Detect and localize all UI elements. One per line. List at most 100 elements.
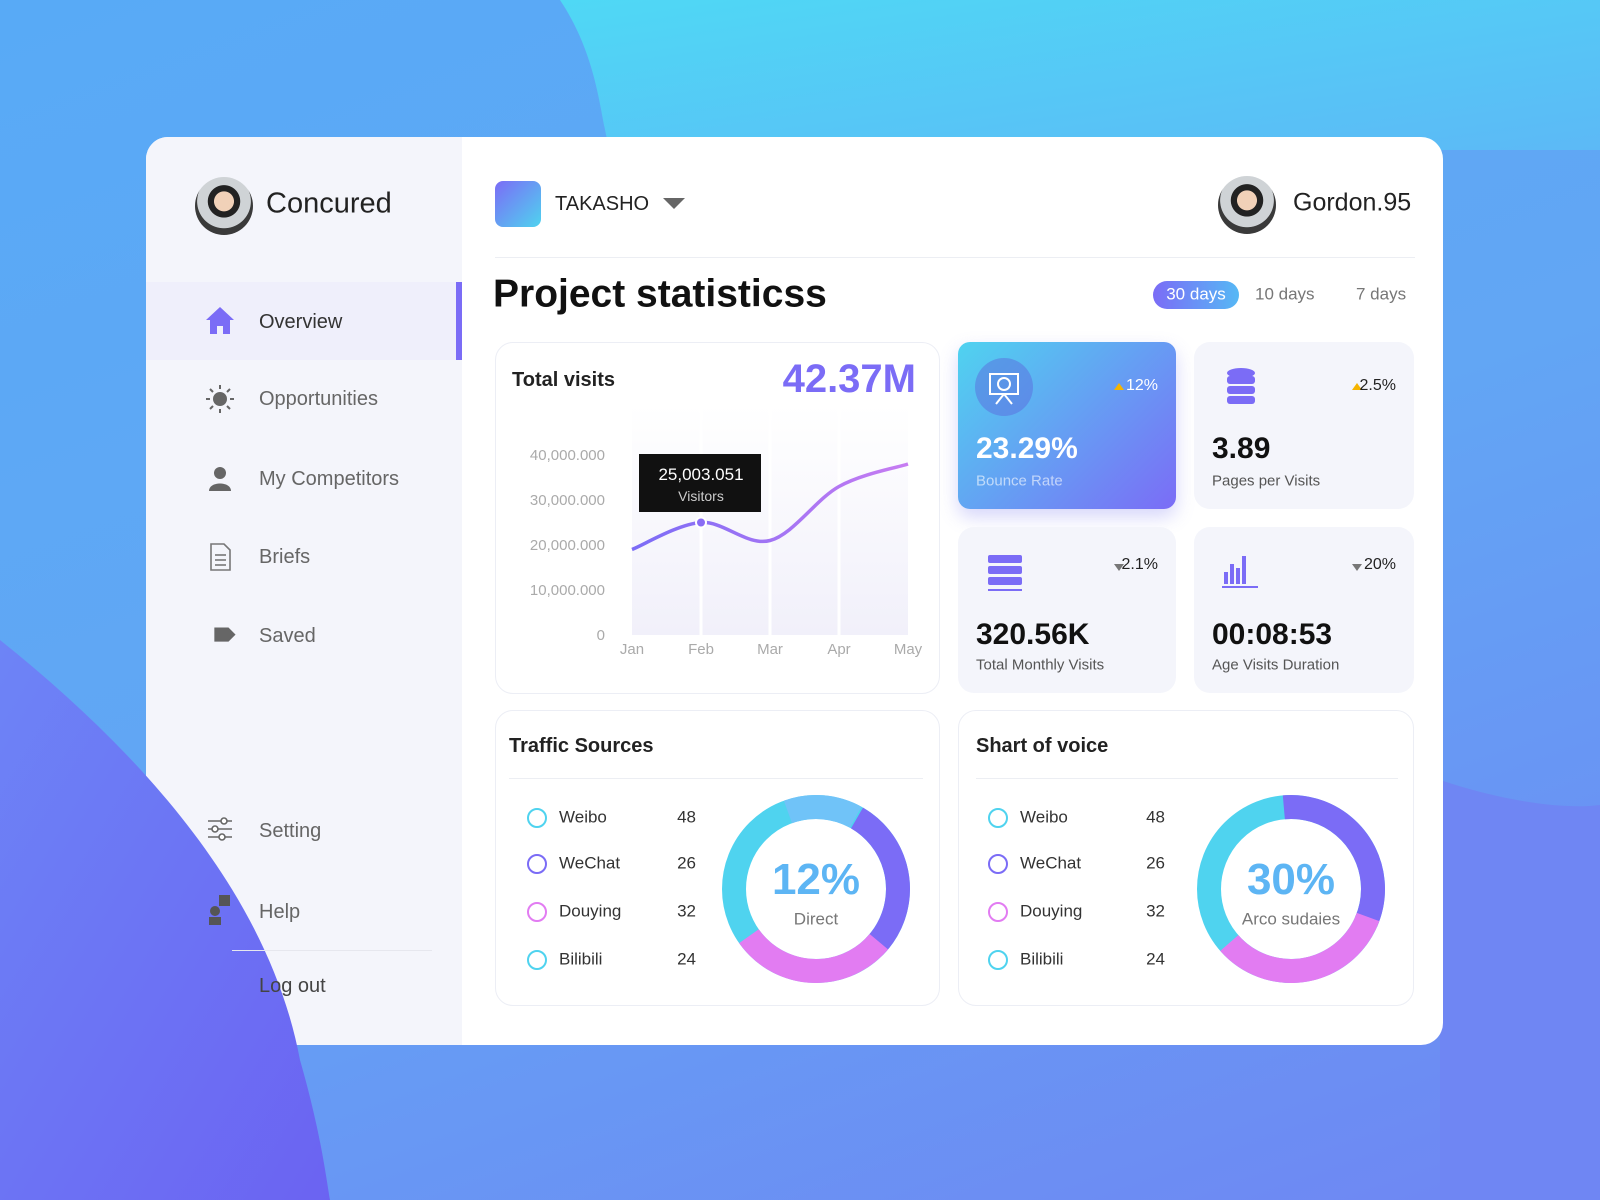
stat-card: [958, 342, 1176, 509]
dropdown-arrow[interactable]: [663, 198, 685, 209]
card-title: Shart of voice: [976, 735, 1109, 757]
tab-active[interactable]: [1153, 281, 1239, 309]
y-tick-label: 30,000.000: [530, 492, 605, 509]
legend-ring: [527, 854, 547, 874]
stat-card: [1194, 527, 1414, 693]
source-name: Weibo: [1020, 807, 1068, 827]
nav-item[interactable]: Overview: [259, 311, 343, 333]
project-logo: [495, 181, 541, 227]
tooltip-value: 25,003.051: [658, 465, 743, 484]
trend-arrow: [1352, 383, 1362, 390]
trend-arrow: [1352, 564, 1362, 571]
source-count: 26: [677, 853, 696, 873]
source-name: Douying: [559, 901, 622, 921]
range-tab[interactable]: 7 days: [1356, 284, 1407, 304]
line-series: [631, 462, 909, 552]
active-row: [146, 282, 462, 360]
source-name: Bilibili: [559, 949, 603, 969]
card-title: Total visits: [512, 369, 615, 391]
legend-ring: [527, 902, 547, 922]
x-tick-label: Jan: [620, 641, 644, 658]
user-avatar[interactable]: [1218, 176, 1276, 234]
y-tick-label: 10,000.000: [530, 582, 605, 599]
tooltip-label: Visitors: [678, 488, 724, 504]
donut-label: Arco sudaies: [1241, 909, 1341, 929]
y-tick-label: 40,000.000: [530, 447, 605, 464]
nav-item[interactable]: Saved: [259, 625, 316, 647]
stat-value: 320.56K: [976, 618, 1090, 651]
stat-change: 12%: [1125, 377, 1158, 394]
stat-label: Total Monthly Visits: [976, 656, 1105, 674]
source-name: Douying: [1020, 901, 1083, 921]
x-tick-label: Feb: [688, 641, 714, 658]
brand: Concured: [266, 187, 392, 220]
x-tick-label: May: [894, 641, 923, 658]
range-tab[interactable]: 10 days: [1255, 284, 1315, 304]
user-name[interactable]: Gordon.95: [1293, 188, 1412, 217]
stat-value: 3.89: [1212, 432, 1271, 465]
source-count: 48: [1146, 807, 1165, 827]
stat-value: 00:08:53: [1212, 618, 1333, 651]
footer-icons: [208, 817, 232, 925]
nav-icons: [206, 307, 236, 642]
legend-ring: [988, 902, 1008, 922]
trend-arrow: [1114, 564, 1124, 571]
stat-label: Pages per Visits: [1212, 472, 1321, 490]
source-name: Bilibili: [1020, 949, 1064, 969]
card-title: Traffic Sources: [509, 735, 654, 757]
stat-change: 20%: [1363, 556, 1396, 573]
trend-arrow: [1114, 383, 1124, 390]
source-count: 32: [1146, 901, 1165, 921]
legend-ring: [527, 950, 547, 970]
x-tick-label: Mar: [757, 641, 783, 658]
brand-avatar: [195, 177, 253, 235]
source-count: 48: [677, 807, 696, 827]
nav-item[interactable]: Log out: [259, 975, 326, 997]
source-count: 32: [677, 901, 696, 921]
divider: [232, 950, 432, 951]
nav-item[interactable]: My Competitors: [259, 468, 400, 490]
stat-change: 2.1%: [1121, 556, 1158, 573]
data-point: [695, 516, 707, 529]
nav-item[interactable]: Opportunities: [259, 388, 378, 410]
source-count: 26: [1146, 853, 1165, 873]
page-title: Project statisticss: [493, 272, 827, 316]
project-name[interactable]: TAKASHO: [555, 193, 650, 215]
source-name: WeChat: [1020, 853, 1082, 873]
stat-change: 2.5%: [1359, 377, 1396, 394]
tooltip: [639, 454, 761, 512]
stat-value: 23.29%: [976, 432, 1078, 465]
y-tick-label: 0: [597, 627, 605, 644]
legend-ring: [988, 950, 1008, 970]
y-tick-label: 20,000.000: [530, 537, 605, 554]
donut-label: Direct: [793, 909, 839, 929]
stat-card: [958, 527, 1176, 693]
stat-label: Bounce Rate: [976, 472, 1063, 490]
legend-ring: [527, 808, 547, 828]
active-indicator: [456, 282, 462, 360]
source-name: WeChat: [559, 853, 621, 873]
nav-item[interactable]: Briefs: [259, 546, 311, 568]
legend-ring: [988, 808, 1008, 828]
nav-item[interactable]: Help: [259, 901, 301, 923]
divider: [976, 778, 1398, 779]
source-name: Weibo: [559, 807, 607, 827]
range-tab[interactable]: 30 days: [1166, 284, 1226, 304]
nav-item[interactable]: Setting: [259, 820, 322, 842]
x-tick-label: Apr: [827, 641, 850, 658]
donut-value: 30%: [1246, 855, 1336, 904]
stat-label: Age Visits Duration: [1212, 656, 1340, 674]
source-count: 24: [1146, 949, 1165, 969]
legend-ring: [988, 854, 1008, 874]
donut-value: 12%: [771, 855, 861, 904]
divider: [495, 257, 1415, 258]
source-count: 24: [677, 949, 696, 969]
divider: [509, 778, 923, 779]
visits-total: 42.37M: [782, 357, 916, 401]
